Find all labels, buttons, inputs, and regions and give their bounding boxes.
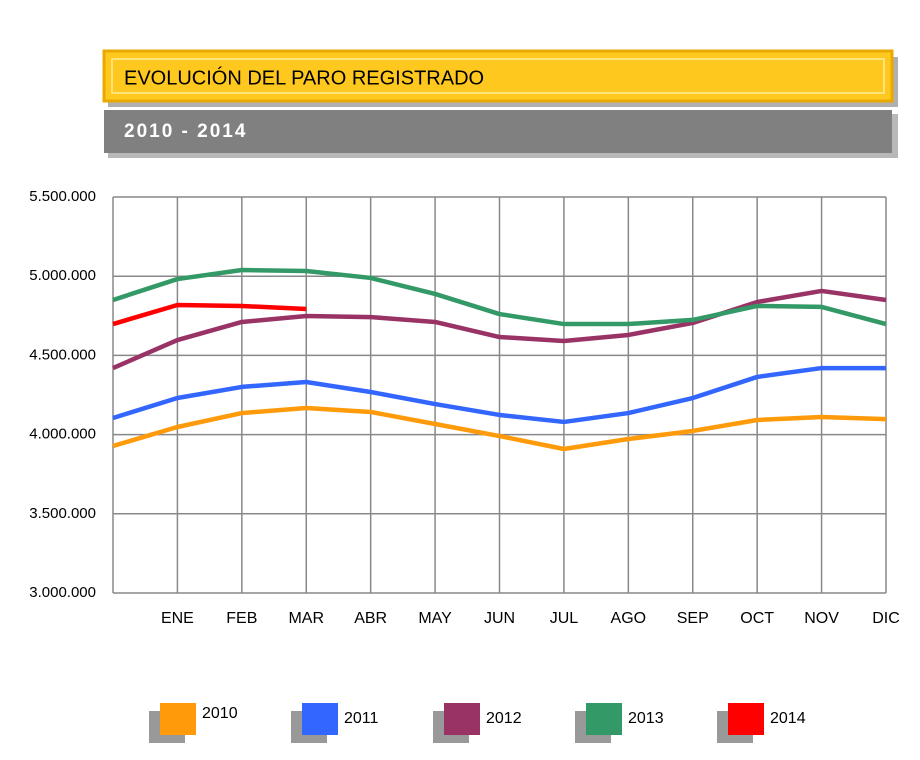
legend-swatch	[444, 703, 480, 735]
legend-swatch	[302, 703, 338, 735]
x-tick-label: OCT	[740, 610, 774, 627]
series-line	[112, 405, 887, 452]
x-tick-label: JUL	[550, 610, 579, 627]
legend-swatch	[728, 703, 764, 735]
series-line	[112, 288, 887, 371]
x-tick-label: FEB	[226, 610, 257, 627]
legend-swatch	[586, 703, 622, 735]
x-tick-label: ENE	[161, 610, 194, 627]
x-tick-label: AGO	[611, 610, 647, 627]
chart-title: EVOLUCIÓN DEL PARO REGISTRADO	[124, 66, 484, 89]
x-tick-label: ABR	[354, 610, 387, 627]
y-tick-label: 3.500.000	[29, 505, 96, 522]
subtitle-box	[104, 110, 892, 153]
series-line	[112, 267, 887, 327]
legend-label: 2010	[202, 705, 238, 722]
series-line	[112, 302, 307, 327]
title-inner	[111, 58, 885, 94]
y-tick-label: 5.500.000	[29, 188, 96, 205]
x-tick-label: NOV	[804, 610, 839, 627]
x-tick-label: DIC	[872, 610, 900, 627]
series-line	[112, 365, 886, 425]
y-tick-label: 5.000.000	[29, 267, 96, 284]
x-tick-label: MAR	[288, 610, 324, 627]
chart-subtitle: 2010 - 2014	[124, 121, 247, 142]
x-tick-label: JUN	[484, 610, 515, 627]
legend-label: 2013	[628, 710, 664, 727]
y-tick-label: 4.500.000	[29, 346, 96, 363]
legend-swatch	[160, 703, 196, 735]
legend-label: 2011	[344, 710, 379, 727]
y-tick-label: 3.000.000	[29, 584, 96, 601]
x-tick-label: MAY	[418, 610, 452, 627]
legend-label: 2012	[486, 710, 522, 727]
y-tick-label: 4.000.000	[29, 426, 96, 443]
x-tick-label: SEP	[677, 610, 709, 627]
legend-label: 2014	[770, 710, 806, 727]
